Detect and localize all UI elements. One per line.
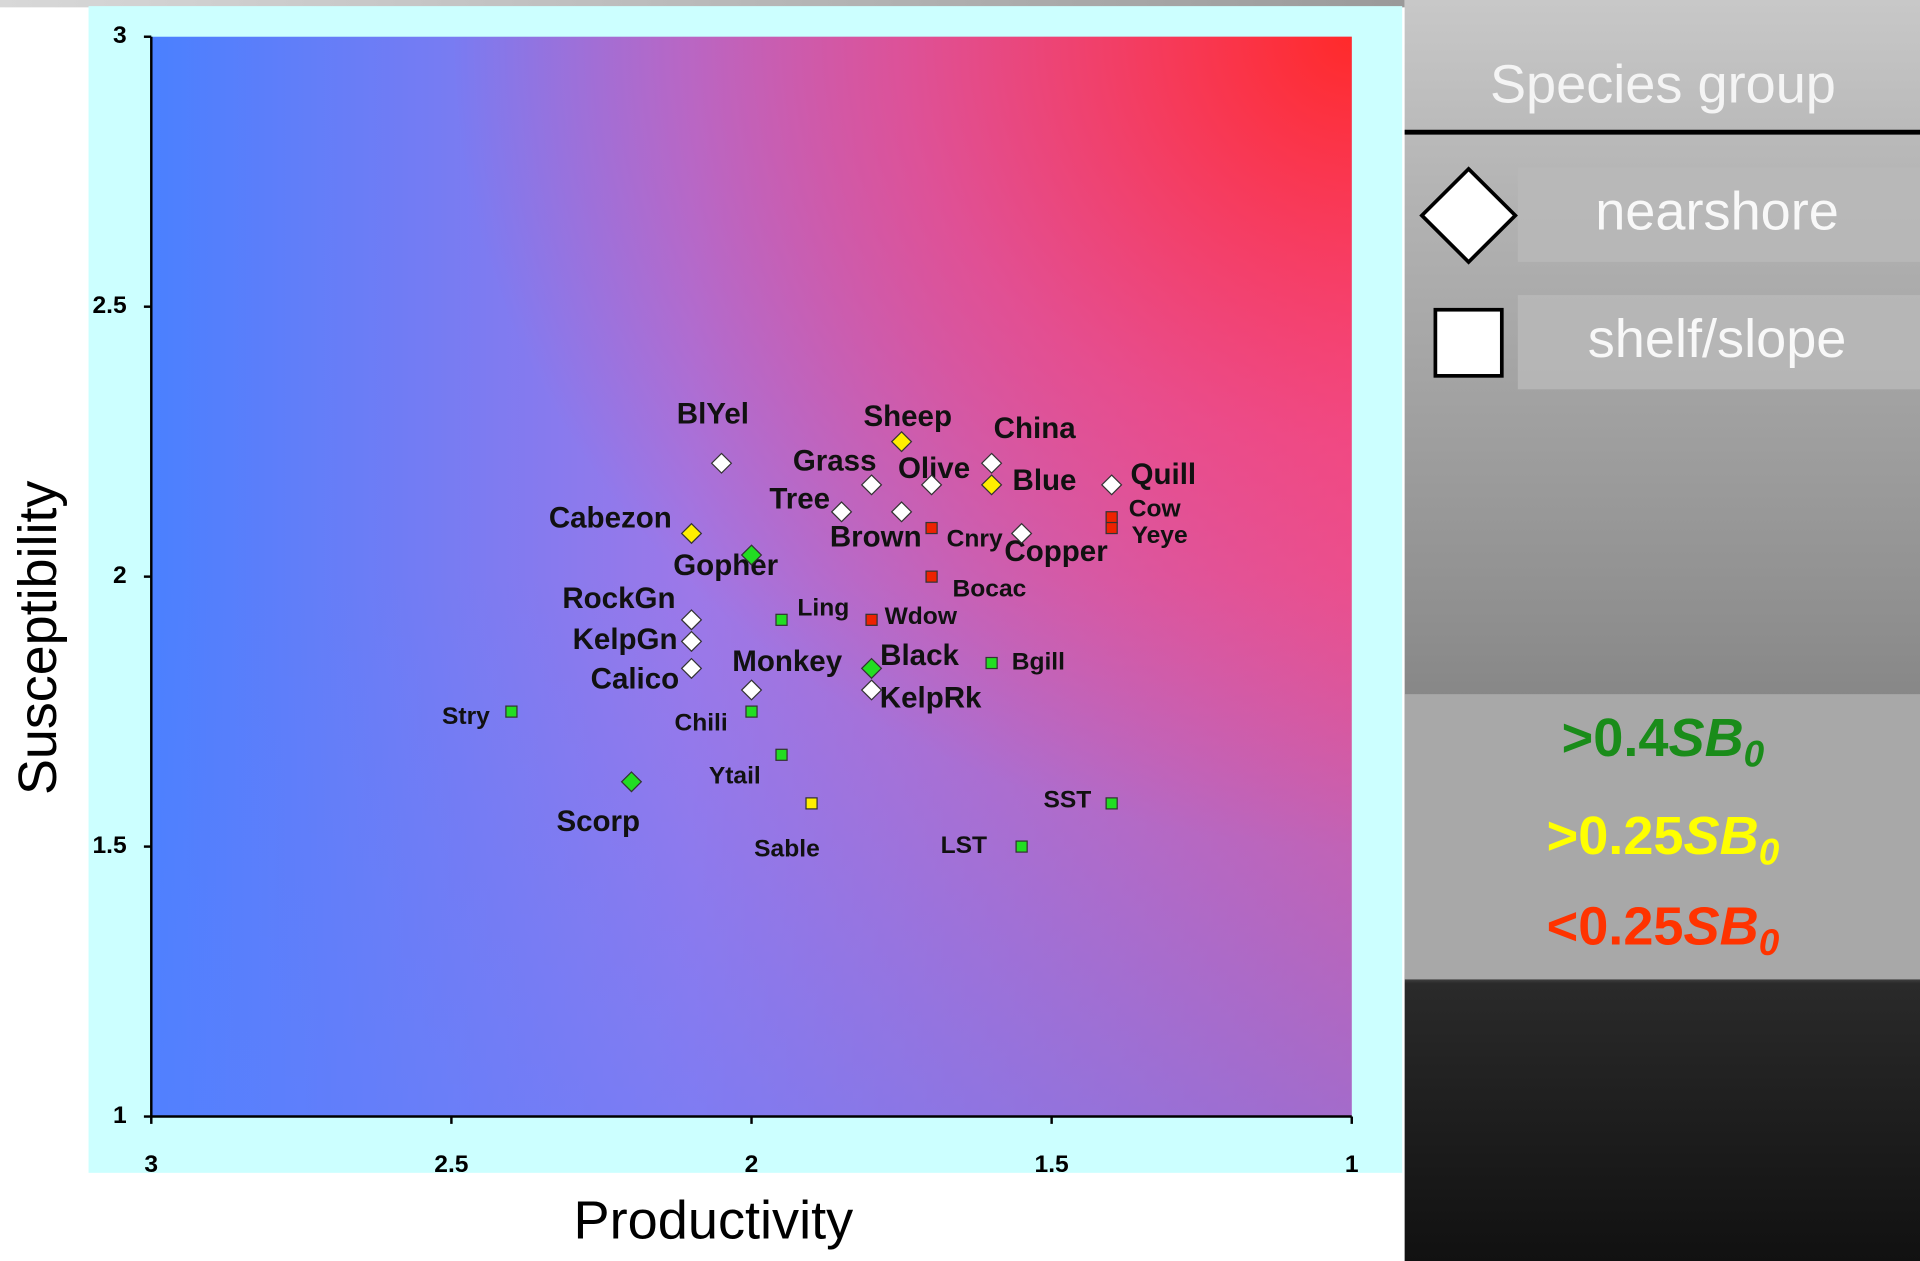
point-label: Ytail <box>709 762 761 789</box>
point-label: BlYel <box>677 397 749 430</box>
square-marker <box>1106 798 1117 809</box>
point-label: KelpRk <box>880 682 982 715</box>
square-marker <box>776 614 787 625</box>
page: {"chart_data": { "type": "scatter", "xla… <box>0 0 1920 1261</box>
point-label: LST <box>941 832 987 859</box>
point-label: Stry <box>442 703 490 730</box>
point-label: SST <box>1043 786 1091 813</box>
point-label: Monkey <box>732 645 842 678</box>
y-tick-label: 2.5 <box>92 292 126 319</box>
point-label: RockGn <box>562 582 675 615</box>
y-tick-label: 3 <box>113 22 127 49</box>
legend-title: Species group <box>1490 54 1836 114</box>
y-tick-label: 1.5 <box>92 832 126 859</box>
square-marker <box>1106 512 1117 523</box>
point-label: China <box>994 412 1077 445</box>
status-label: >0.4SB0 <box>1562 708 1765 774</box>
point-label: Black <box>880 639 959 672</box>
point-label: Scorp <box>556 805 640 838</box>
x-tick-label: 1.5 <box>1035 1151 1069 1178</box>
point-label: Ling <box>797 594 849 621</box>
x-axis-title: Productivity <box>574 1191 854 1251</box>
status-label: >0.25SB0 <box>1547 806 1780 872</box>
point-label: Sheep <box>863 400 952 433</box>
square-marker <box>776 749 787 760</box>
point-label: Sable <box>754 835 820 862</box>
point-label: Grass <box>793 445 877 478</box>
y-tick-label: 1 <box>113 1102 127 1129</box>
point-label: Bgill <box>1012 649 1065 676</box>
square-marker <box>806 798 817 809</box>
square-marker <box>866 614 877 625</box>
status-prefix: >0.25 <box>1547 806 1684 866</box>
y-tick-label: 2 <box>113 562 127 589</box>
status-label: <0.25SB0 <box>1547 897 1780 963</box>
status-prefix: >0.4 <box>1562 708 1669 768</box>
status-symbol: SB <box>1684 897 1759 957</box>
point-label: Bocac <box>952 576 1026 603</box>
x-tick-label: 2 <box>745 1151 759 1178</box>
square-marker <box>926 523 937 534</box>
square-marker <box>1016 841 1027 852</box>
square-marker <box>746 706 757 717</box>
point-label: Gopher <box>673 549 778 582</box>
status-subscript: 0 <box>1759 831 1780 872</box>
status-symbol: SB <box>1684 806 1759 866</box>
square-marker <box>986 658 997 669</box>
square-marker <box>1106 523 1117 534</box>
point-label: Cabezon <box>549 502 672 535</box>
point-label: Wdow <box>885 603 958 630</box>
point-label: Brown <box>830 521 922 554</box>
point-label: Quill <box>1131 458 1197 491</box>
point-label: Yeye <box>1132 522 1188 549</box>
status-subscript: 0 <box>1759 922 1780 963</box>
x-tick-label: 2.5 <box>434 1151 468 1178</box>
point-label: Cow <box>1129 495 1182 522</box>
y-axis-title: Susceptibility <box>8 481 68 795</box>
legend-label: nearshore <box>1595 182 1839 242</box>
x-tick-label: 3 <box>144 1151 158 1178</box>
legend-label: shelf/slope <box>1588 309 1847 369</box>
point-label: Tree <box>769 483 830 516</box>
status-prefix: <0.25 <box>1547 897 1684 957</box>
square-marker <box>926 571 937 582</box>
point-label: Calico <box>591 662 680 695</box>
point-label: Cnry <box>947 526 1003 553</box>
point-label: Blue <box>1013 464 1077 497</box>
square-marker <box>506 706 517 717</box>
point-label: Chili <box>674 709 727 736</box>
status-symbol: SB <box>1669 708 1744 768</box>
point-label: KelpGn <box>573 623 678 656</box>
x-tick-label: 1 <box>1345 1151 1359 1178</box>
square-marker <box>1435 310 1501 376</box>
status-subscript: 0 <box>1744 733 1765 774</box>
slide: Productivity Susceptibility Species grou… <box>0 0 1920 1261</box>
